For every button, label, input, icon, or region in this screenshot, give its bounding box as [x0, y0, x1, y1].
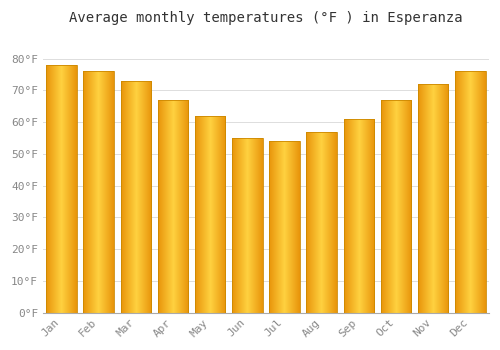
- Bar: [195, 116, 226, 313]
- Bar: [120, 81, 151, 313]
- Bar: [158, 100, 188, 313]
- Bar: [84, 71, 114, 313]
- Bar: [455, 71, 486, 313]
- Bar: [381, 100, 411, 313]
- Title: Average monthly temperatures (°F ) in Esperanza: Average monthly temperatures (°F ) in Es…: [69, 11, 462, 25]
- Bar: [418, 84, 448, 313]
- Bar: [232, 138, 262, 313]
- Bar: [344, 119, 374, 313]
- Bar: [270, 141, 300, 313]
- Bar: [46, 65, 77, 313]
- Bar: [306, 132, 337, 313]
